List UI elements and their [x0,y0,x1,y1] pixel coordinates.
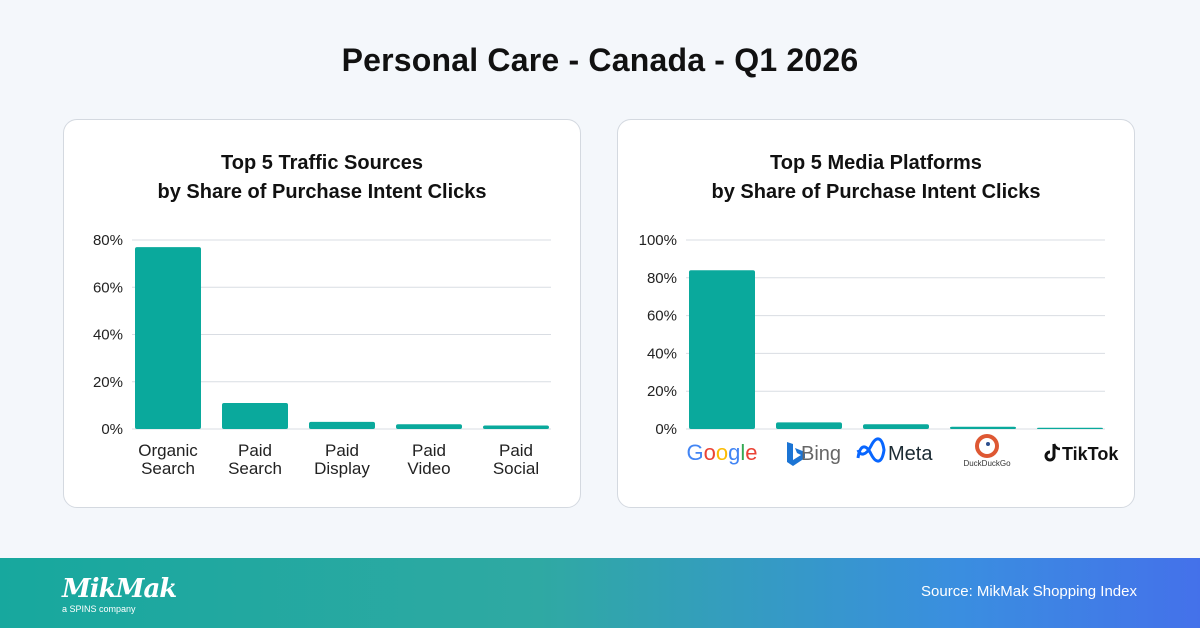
y-tick-label: 0% [655,421,677,438]
y-tick-label: 80% [93,232,123,249]
bing-logo-icon: Bing [787,442,841,466]
footer-bar: MikMak a SPINS company Source: MikMak Sh… [0,558,1200,628]
y-tick-label: 20% [647,383,677,400]
bar [776,422,842,429]
bar [222,403,288,429]
logo-subtext: a SPINS company [62,604,136,614]
y-tick-label: 0% [101,421,123,438]
x-category-label: Paid Video [407,441,450,478]
x-category-label: Paid Display [314,441,370,478]
google-logo-icon: Google [686,440,757,465]
y-tick-label: 60% [93,279,123,296]
x-category-label: Organic Search [138,441,198,478]
chart-title-line-2: by Share of Purchase Intent Clicks [711,181,1041,203]
traffic-sources-bar-chart: 0% 20% 40% 60% 80% Organic Search Paid Search Pai… [93,232,551,478]
traffic-sources-chart-card: Top 5 Traffic Sources by Share of Purcha… [63,119,581,508]
svg-text:DuckDuckGo: DuckDuckGo [963,459,1011,468]
svg-text:TikTok: TikTok [1062,444,1119,464]
svg-text:Google: Google [686,440,757,465]
bar [396,424,462,429]
page-title: Personal Care - Canada - Q1 2026 [341,42,859,78]
tiktok-logo-icon: TikTok [1044,443,1119,464]
x-category-label: Paid Search [228,441,282,478]
bar [309,421,375,429]
svg-text:Meta: Meta [888,443,933,465]
y-tick-label: 40% [647,345,677,362]
bar [950,426,1016,429]
meta-logo-icon: Meta [856,437,933,465]
mikmak-logo: MikMak [62,574,177,604]
bar [689,270,755,429]
svg-text:Bing: Bing [801,443,841,465]
y-tick-label: 60% [647,308,677,325]
bar [135,247,201,429]
bar [1037,427,1103,429]
media-platforms-bar-chart: 0% 20% 40% 60% 80% 100% Google Bing Meta DuckDuck… [639,232,1120,468]
y-tick-label: 80% [647,270,677,287]
duckduckgo-logo-icon: DuckDuckGo [963,434,1011,468]
source-note: Source: MikMak Shopping Index [921,583,1137,600]
chart-title-line-2: by Share of Purchase Intent Clicks [157,181,487,203]
bar [483,425,549,429]
y-tick-label: 100% [639,232,677,249]
x-category-label: Paid Social [493,441,539,478]
y-tick-label: 20% [93,374,123,391]
y-tick-label: 40% [93,327,123,344]
media-platforms-chart-card: Top 5 Media Platforms by Share of Purcha… [617,119,1135,508]
chart-title-line-1: Top 5 Traffic Sources [221,152,423,174]
chart-title-line-1: Top 5 Media Platforms [770,152,982,174]
bar [863,424,929,429]
